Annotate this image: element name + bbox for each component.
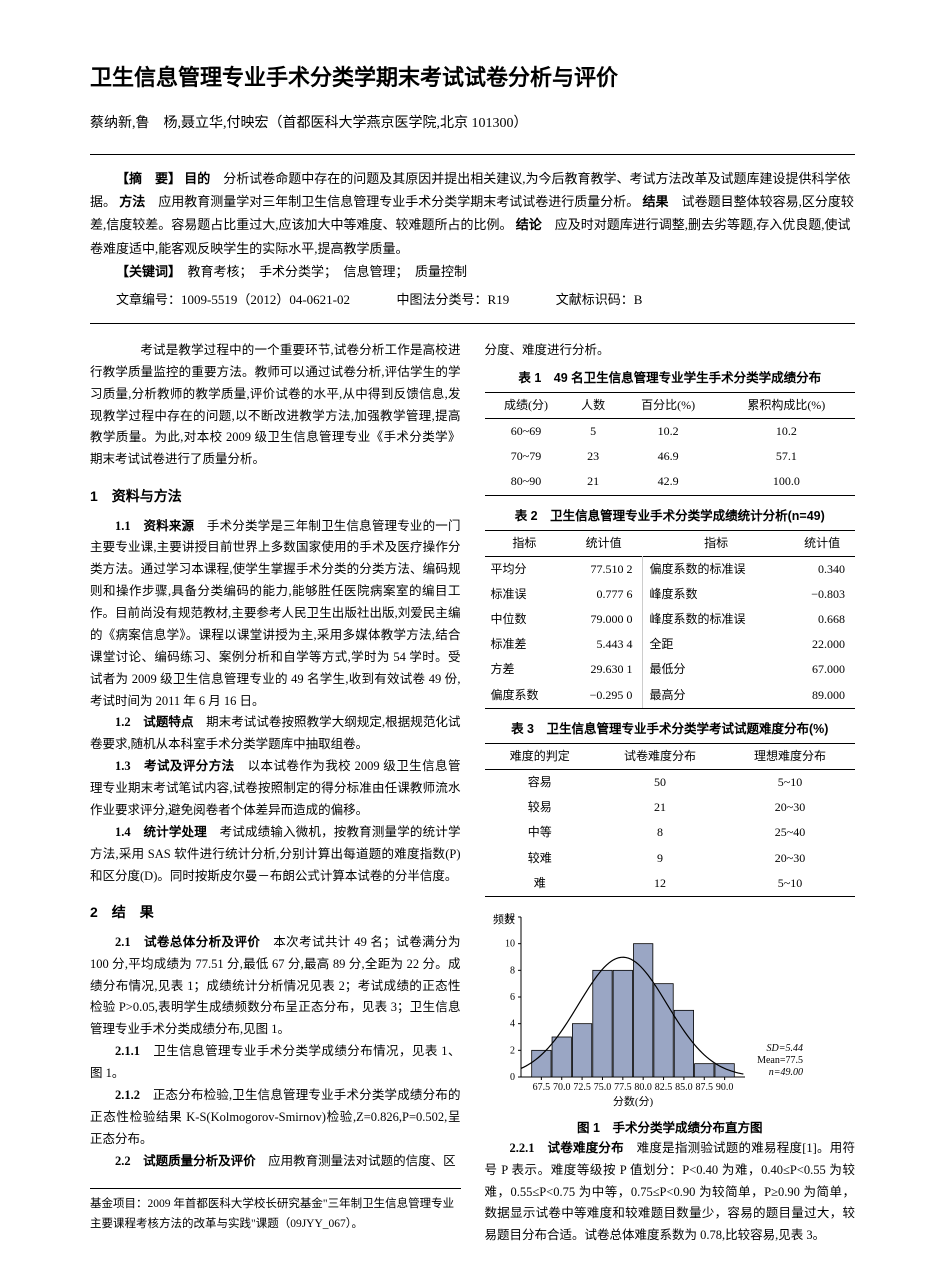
paragraph-2-1-2: 2.1.2 正态分布检验,卫生信息管理专业手术分类学成绩分布的正态性检验结果 K… [90, 1085, 461, 1151]
table-row: 偏度系数−0.295 0最高分89.000 [485, 683, 856, 709]
table-header: 统计值 [564, 530, 643, 556]
table-header: 成绩(分) [485, 392, 568, 418]
table-3: 难度的判定试卷难度分布理想难度分布容易505~10较易2120~30中等825~… [485, 743, 856, 897]
keywords-label: 【关键词】 [116, 264, 175, 279]
svg-text:77.5: 77.5 [614, 1082, 632, 1093]
table-row: 标准误0.777 6峰度系数−0.803 [485, 582, 856, 607]
paragraph-1-1: 1.1 资料来源 手术分类学是三年制卫生信息管理专业的一门主要专业课,主要讲授目… [90, 516, 461, 713]
clc-label: 中图法分类号： [397, 292, 488, 307]
col2-lead: 分度、难度进行分析。 [485, 340, 856, 362]
svg-text:SD=5.44: SD=5.44 [766, 1043, 802, 1054]
svg-text:4: 4 [510, 1019, 515, 1030]
result-label: 结果 [643, 194, 669, 209]
table-row: 中等825~40 [485, 820, 856, 845]
left-column: 考试是教学过程中的一个重要环节,试卷分析工作是高校进行教学质量监控的重要方法。教… [90, 340, 461, 1247]
paragraph-1-4: 1.4 统计学处理 考试成绩输入微机，按教育测量学的统计学方法,采用 SAS 软… [90, 822, 461, 888]
table-row: 容易505~10 [485, 770, 856, 796]
table-3-title: 表 3 卫生信息管理专业手术分类学考试试题难度分布(%) [485, 719, 856, 739]
doc-code: B [634, 292, 643, 307]
doc-code-label: 文献标识码： [556, 292, 634, 307]
svg-text:80.0: 80.0 [634, 1082, 652, 1093]
table-row: 中位数79.000 0峰度系数的标准误0.668 [485, 607, 856, 632]
paragraph-2-2: 2.2 试题质量分析及评价 应用教育测量法对试题的信度、区 [90, 1151, 461, 1173]
table-2: 指标统计值指标统计值平均分77.510 2偏度系数的标准误0.340标准误0.7… [485, 530, 856, 709]
svg-text:分数(分): 分数(分) [612, 1095, 653, 1107]
abstract-box: 【摘 要】 目的 分析试卷命题中存在的问题及其原因并提出相关建议,为今后教育教学… [90, 154, 855, 324]
footnote-label: 基金项目： [90, 1198, 148, 1210]
svg-text:82.5: 82.5 [654, 1082, 672, 1093]
table-row: 方差29.630 1最低分67.000 [485, 657, 856, 682]
paragraph-2-2-1: 2.2.1 试卷难度分布 难度是指测验试题的难易程度[1]。用符号 P 表示。难… [485, 1138, 856, 1247]
table-header: 百分比(%) [619, 392, 718, 418]
histogram-chart: 02468101267.570.072.575.077.580.082.585.… [485, 907, 805, 1107]
table-row: 平均分77.510 2偏度系数的标准误0.340 [485, 556, 856, 582]
conclusion-label: 结论 [516, 217, 542, 232]
intro-paragraph: 考试是教学过程中的一个重要环节,试卷分析工作是高校进行教学质量监控的重要方法。教… [90, 340, 461, 471]
purpose-label: 目的 [184, 171, 210, 186]
right-column: 分度、难度进行分析。 表 1 49 名卫生信息管理专业学生手术分类学成绩分布 成… [485, 340, 856, 1247]
method-text: 应用教育测量学对三年制卫生信息管理专业手术分类学期末考试试卷进行质量分析。 [145, 194, 639, 209]
svg-text:0: 0 [510, 1072, 515, 1083]
figure-1-caption: 图 1 手术分类学成绩分布直方图 [485, 1118, 856, 1138]
section-1-heading: 1 资料与方法 [90, 485, 461, 507]
svg-text:85.0: 85.0 [675, 1082, 693, 1093]
table-row: 较难920~30 [485, 846, 856, 871]
table-header: 累积构成比(%) [718, 392, 855, 418]
table-header: 指标 [485, 530, 565, 556]
svg-text:90.0: 90.0 [715, 1082, 733, 1093]
article-id: 1009-5519（2012）04-0621-02 [181, 292, 350, 307]
footnote: 基金项目：2009 年首都医科大学校长研究基金"三年制卫生信息管理专业主要课程考… [90, 1188, 461, 1234]
table-row: 较易2120~30 [485, 795, 856, 820]
table-1: 成绩(分)人数百分比(%)累积构成比(%)60~69510.210.270~79… [485, 392, 856, 496]
table-2-title: 表 2 卫生信息管理专业手术分类学成绩统计分析(n=49) [485, 506, 856, 526]
svg-text:6: 6 [510, 992, 515, 1003]
table-row: 难125~10 [485, 871, 856, 897]
table-row: 60~69510.210.2 [485, 418, 856, 444]
svg-text:2: 2 [510, 1045, 515, 1056]
svg-text:10: 10 [505, 939, 515, 950]
table-header: 统计值 [789, 530, 855, 556]
figure-1: 02468101267.570.072.575.077.580.082.585.… [485, 907, 856, 1114]
authors-line: 蔡纳新,鲁 杨,聂立华,付映宏（首都医科大学燕京医学院,北京 101300） [90, 113, 855, 135]
table-row: 标准差5.443 4全距22.000 [485, 632, 856, 657]
svg-text:8: 8 [510, 965, 515, 976]
svg-text:Mean=77.5: Mean=77.5 [757, 1055, 803, 1066]
table-header: 难度的判定 [485, 743, 596, 769]
svg-text:75.0: 75.0 [593, 1082, 611, 1093]
table-header: 指标 [643, 530, 789, 556]
svg-text:72.5: 72.5 [573, 1082, 591, 1093]
method-label: 方法 [119, 194, 145, 209]
paragraph-2-1-1: 2.1.1 卫生信息管理专业手术分类学成绩分布情况，见表 1、图 1。 [90, 1041, 461, 1085]
article-id-label: 文章编号： [116, 292, 181, 307]
svg-text:70.0: 70.0 [552, 1082, 570, 1093]
table-1-title: 表 1 49 名卫生信息管理专业学生手术分类学成绩分布 [485, 368, 856, 388]
svg-text:n=49.00: n=49.00 [768, 1067, 802, 1078]
keywords-text: 教育考核； 手术分类学； 信息管理； 质量控制 [175, 264, 468, 279]
paragraph-1-2: 1.2 试题特点 期末考试试卷按照教学大纲规定,根据规范化试卷要求,随机从本科室… [90, 712, 461, 756]
table-header: 试卷难度分布 [595, 743, 725, 769]
svg-text:频数: 频数 [493, 912, 515, 926]
abstract-label: 【摘 要】 [116, 171, 181, 186]
table-row: 70~792346.957.1 [485, 444, 856, 469]
table-header: 理想难度分布 [725, 743, 855, 769]
two-column-layout: 考试是教学过程中的一个重要环节,试卷分析工作是高校进行教学质量监控的重要方法。教… [90, 340, 855, 1247]
paragraph-2-1: 2.1 试卷总体分析及评价 本次考试共计 49 名；试卷满分为 100 分,平均… [90, 932, 461, 1041]
table-row: 80~902142.9100.0 [485, 469, 856, 495]
section-2-heading: 2 结 果 [90, 901, 461, 923]
svg-text:87.5: 87.5 [695, 1082, 713, 1093]
paragraph-1-3: 1.3 考试及评分方法 以本试卷作为我校 2009 级卫生信息管理专业期末考试笔… [90, 756, 461, 822]
paper-title: 卫生信息管理专业手术分类学期末考试试卷分析与评价 [90, 60, 855, 95]
table-header: 人数 [568, 392, 619, 418]
svg-text:67.5: 67.5 [532, 1082, 550, 1093]
clc: R19 [488, 292, 510, 307]
